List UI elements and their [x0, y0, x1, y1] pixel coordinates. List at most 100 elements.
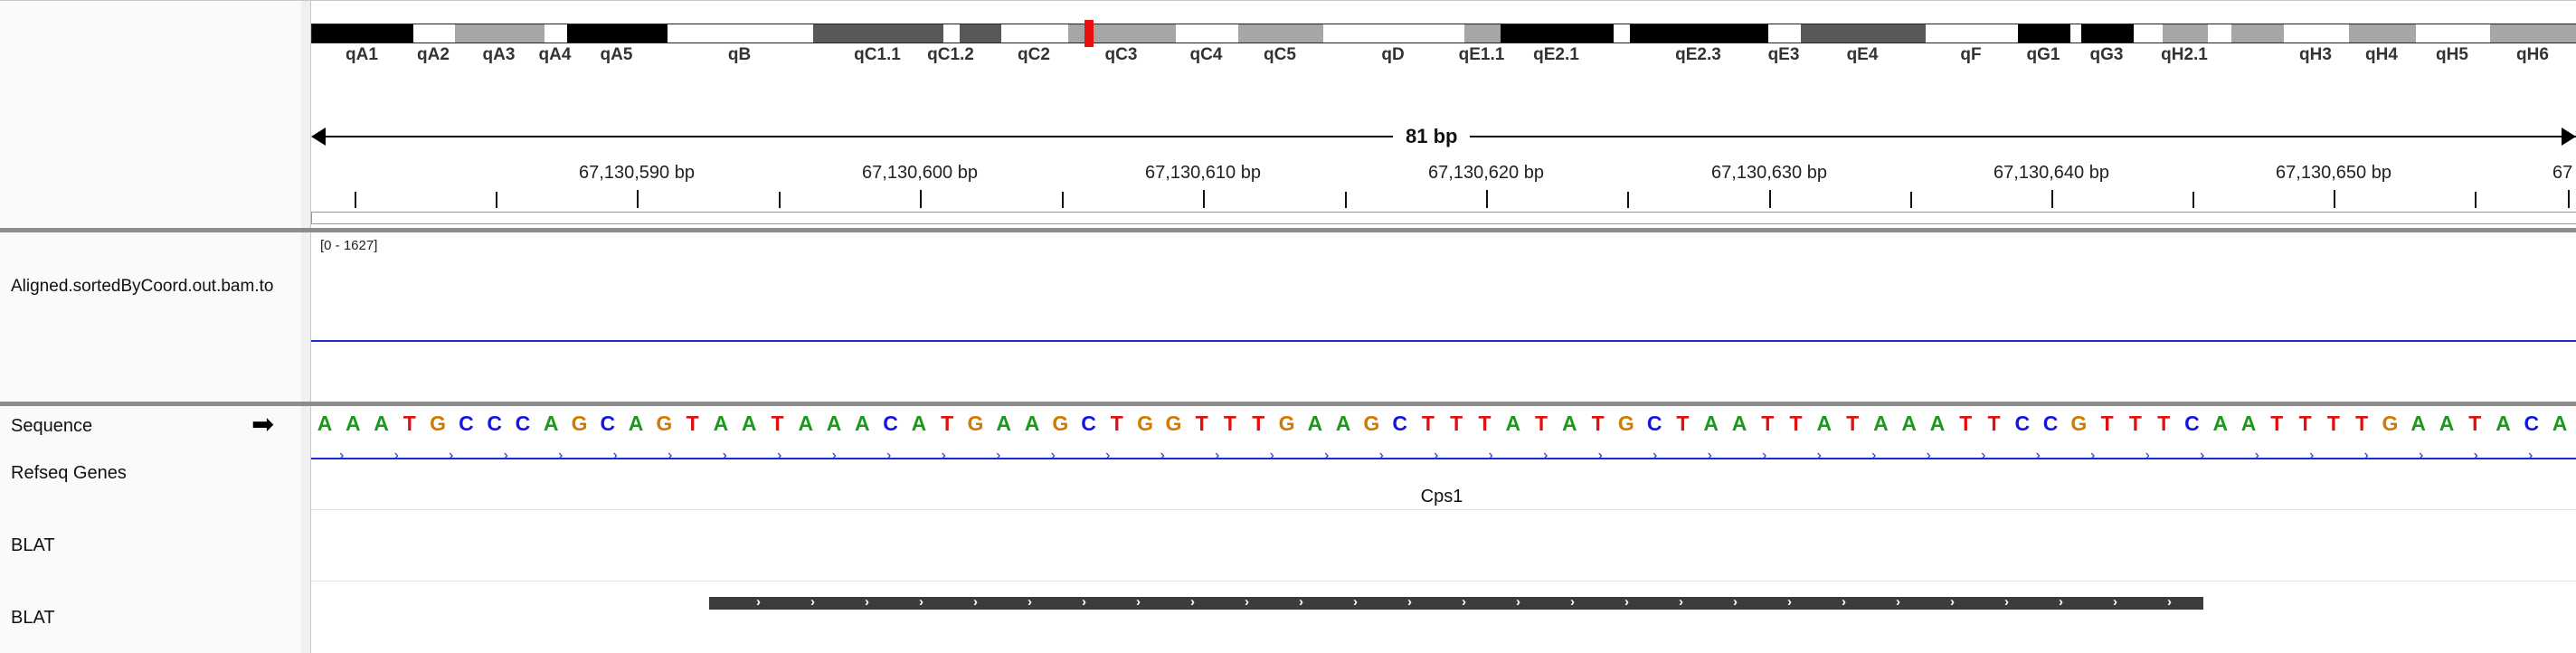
- ruler-minor-tick: [496, 192, 497, 208]
- ideogram-band[interactable]: [545, 24, 567, 43]
- gene-strand-arrow-icon: ›: [886, 448, 892, 463]
- ideogram-band[interactable]: [1801, 24, 1926, 43]
- ruler-scroll-strip[interactable]: [311, 212, 2576, 224]
- ruler-minor-tick: [1627, 192, 1629, 208]
- ideogram-band[interactable]: [1001, 24, 1068, 43]
- sequence-base: A: [1307, 412, 1323, 435]
- sequence-base: A: [1816, 412, 1833, 435]
- sequence-base: A: [374, 412, 389, 435]
- sequence-base: C: [2524, 412, 2540, 435]
- ideogram-band[interactable]: [943, 24, 960, 43]
- ideogram-band-label: qH2.1: [2161, 45, 2208, 64]
- ideogram-band[interactable]: [2284, 24, 2349, 43]
- ruler-minor-tick: [779, 192, 781, 208]
- ideogram-band[interactable]: [2208, 24, 2231, 43]
- sequence-base: T: [1987, 412, 2001, 435]
- current-region-marker[interactable]: [1084, 20, 1094, 47]
- sequence-base: C: [515, 412, 531, 435]
- blat-strand-arrow-icon: ›: [1516, 594, 1520, 610]
- track-row-divider: [311, 581, 2576, 582]
- ideogram-band[interactable]: [1323, 24, 1464, 43]
- strand-arrow-icon[interactable]: ➡: [251, 410, 275, 440]
- sequence-base: C: [2042, 412, 2059, 435]
- ideogram-band-label: qA3: [482, 45, 516, 64]
- sequence-track-name[interactable]: Sequence: [11, 416, 93, 436]
- gene-strand-arrow-icon: ›: [1981, 448, 1986, 463]
- gene-strand-arrow-icon: ›: [1488, 448, 1493, 463]
- sequence-base: T: [2326, 412, 2340, 435]
- refseq-track-name[interactable]: Refseq Genes: [11, 463, 127, 483]
- ruler-minor-tick: [2475, 192, 2477, 208]
- sequence-base: T: [1252, 412, 1265, 435]
- gene-strand-arrow-icon: ›: [777, 448, 782, 463]
- ruler-major-tick: [1769, 190, 1771, 208]
- ideogram-band[interactable]: [2081, 24, 2134, 43]
- blat-strand-arrow-icon: ›: [1462, 594, 1466, 610]
- blat-strand-arrow-icon: ›: [919, 594, 923, 610]
- ideogram-band-label: qC1.2: [927, 45, 974, 64]
- ruler-minor-tick: [2192, 192, 2194, 208]
- alignment-track-name[interactable]: Aligned.sortedByCoord.out.bam.to: [11, 277, 274, 296]
- ruler-major-tick: [2051, 190, 2053, 208]
- data-divider: [0, 402, 2576, 406]
- gene-strand-arrow-icon: ›: [1707, 448, 1712, 463]
- gene-name-label[interactable]: Cps1: [1420, 487, 1463, 506]
- sequence-base: T: [1535, 412, 1548, 435]
- sequence-base: A: [2240, 412, 2257, 435]
- ideogram-band-label: qA2: [417, 45, 450, 64]
- sequence-base: T: [1846, 412, 1860, 435]
- sequence-base: T: [1789, 412, 1803, 435]
- ideogram-band[interactable]: [2231, 24, 2284, 43]
- blat-track-name-2[interactable]: BLAT: [11, 608, 55, 628]
- sequence-base: A: [741, 412, 757, 435]
- sequence-base: A: [1873, 412, 1889, 435]
- ideogram-band-label: qE2.3: [1675, 45, 1721, 64]
- ideogram-band[interactable]: [2018, 24, 2070, 43]
- blat-track-name-1[interactable]: BLAT: [11, 535, 55, 555]
- ruler-minor-tick: [355, 192, 356, 208]
- ideogram-band[interactable]: [2163, 24, 2208, 43]
- ideogram-band[interactable]: [813, 24, 943, 43]
- ideogram-band[interactable]: [1176, 24, 1238, 43]
- ideogram-band-label: qC4: [1189, 45, 1223, 64]
- ruler-tick-label: 67,130,610 bp: [1145, 163, 1261, 183]
- ideogram-band[interactable]: [2070, 24, 2081, 43]
- gene-strand-arrow-icon: ›: [1597, 448, 1603, 463]
- ideogram-band[interactable]: [455, 24, 545, 43]
- sequence-base: T: [1676, 412, 1690, 435]
- ideogram-band[interactable]: [1926, 24, 2018, 43]
- ideogram-band[interactable]: [1068, 24, 1176, 43]
- ideogram-band[interactable]: [2349, 24, 2416, 43]
- ideogram-band[interactable]: [960, 24, 1001, 43]
- ideogram-band[interactable]: [1614, 24, 1630, 43]
- sequence-base: A: [317, 412, 333, 435]
- ideogram-band[interactable]: [1630, 24, 1768, 43]
- gene-strand-arrow-icon: ›: [1215, 448, 1220, 463]
- chromosome-ideogram[interactable]: [311, 24, 2576, 43]
- gene-strand-arrow-icon: ›: [2363, 448, 2369, 463]
- sequence-base: T: [1591, 412, 1605, 435]
- ruler-tick-label: 67,130,620 bp: [1428, 163, 1544, 183]
- ideogram-band[interactable]: [312, 24, 413, 43]
- gene-line[interactable]: [311, 458, 2576, 459]
- ideogram-band[interactable]: [1464, 24, 1501, 43]
- gene-strand-arrow-icon: ›: [558, 448, 564, 463]
- header-divider: [0, 228, 2576, 232]
- ideogram-band[interactable]: [2490, 24, 2576, 43]
- ideogram-band[interactable]: [413, 24, 455, 43]
- ruler-left-arrow-icon: [311, 128, 326, 146]
- sequence-base: A: [628, 412, 644, 435]
- ideogram-band[interactable]: [1768, 24, 1801, 43]
- blat-alignment-feature[interactable]: [709, 597, 2203, 610]
- ideogram-band[interactable]: [1238, 24, 1323, 43]
- gene-strand-arrow-icon: ›: [831, 448, 837, 463]
- ideogram-band[interactable]: [1501, 24, 1614, 43]
- ideogram-band[interactable]: [668, 24, 813, 43]
- blat-strand-arrow-icon: ›: [2059, 594, 2063, 610]
- ideogram-band[interactable]: [2134, 24, 2163, 43]
- ideogram-band[interactable]: [567, 24, 668, 43]
- gene-strand-arrow-icon: ›: [393, 448, 399, 463]
- ruler-tick-label: 67,130,650 bp: [2276, 163, 2391, 183]
- sequence-base: T: [2298, 412, 2312, 435]
- ideogram-band[interactable]: [2416, 24, 2490, 43]
